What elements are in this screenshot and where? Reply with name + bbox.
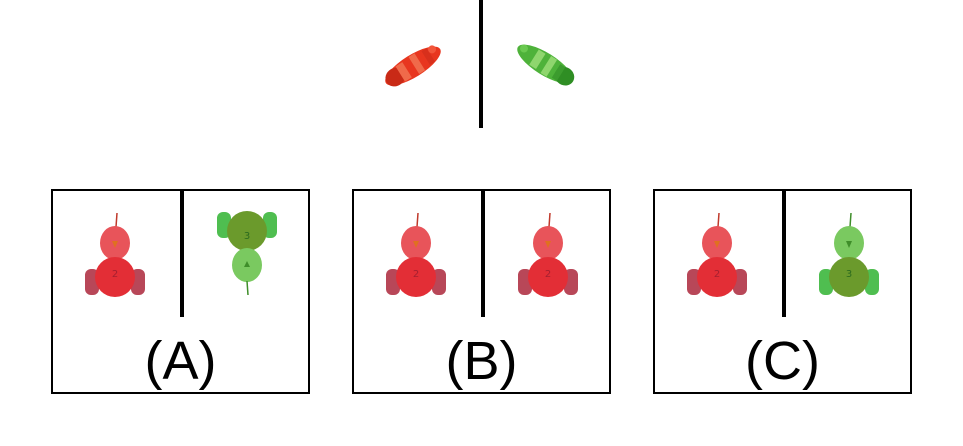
svg-text:2: 2 — [112, 269, 118, 280]
green-toy-car-side-icon — [510, 34, 580, 94]
svg-text:2: 2 — [413, 269, 419, 280]
green-toy-car-front-icon: 3 — [817, 213, 881, 299]
red-toy-car-front-icon: 2 — [516, 213, 580, 299]
red-toy-car-side-icon — [378, 36, 448, 96]
red-toy-car-front-icon: 2 — [83, 213, 147, 299]
svg-text:3: 3 — [846, 269, 852, 280]
svg-text:2: 2 — [545, 269, 551, 280]
svg-text:2: 2 — [714, 269, 720, 280]
svg-text:3: 3 — [244, 231, 250, 242]
option-b[interactable]: 2 2 (B) — [352, 189, 611, 394]
option-label: (C) — [745, 331, 820, 391]
red-toy-car-front-icon: 2 — [685, 213, 749, 299]
option-label: (B) — [445, 331, 518, 391]
option-divider — [481, 191, 485, 317]
option-divider — [180, 191, 184, 317]
green-toy-car-upside-down-icon: 3 — [215, 209, 279, 295]
option-a[interactable]: 2 3 (A) — [51, 189, 310, 394]
option-divider — [782, 191, 786, 317]
reference-panel — [360, 0, 600, 130]
option-label: (A) — [144, 331, 217, 391]
red-toy-car-front-icon: 2 — [384, 213, 448, 299]
reference-divider — [479, 0, 483, 128]
option-c[interactable]: 2 3 (C) — [653, 189, 912, 394]
